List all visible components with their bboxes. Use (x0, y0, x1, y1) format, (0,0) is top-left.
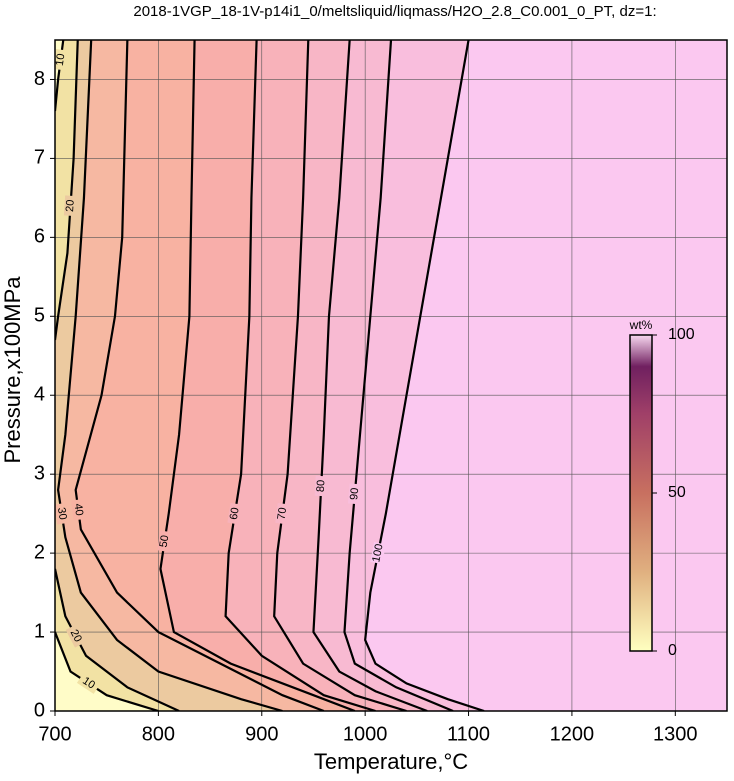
contour-label: 10 (54, 53, 67, 67)
plot-frame (54, 39, 728, 712)
contour-label-bg (63, 195, 78, 217)
contour-line (364, 40, 485, 711)
contour-label-bg (55, 49, 68, 71)
contour-line (74, 40, 325, 711)
plot-area: 10 10 20 20 30 40 50 60 70 80 90 100 (54, 40, 727, 711)
colorbar (629, 334, 653, 652)
overlay: 700 800 900 1000 1100 1200 1300 0 1 2 3 4 5 6 7 8 wt% 0 50… (34, 39, 728, 745)
contour-label: 30 (55, 507, 69, 521)
contour-label-bg (227, 502, 243, 525)
contour-label: 70 (276, 507, 289, 521)
y-tick-label: 0 (34, 699, 45, 721)
contour-label: 60 (228, 507, 242, 521)
contour-fill (55, 40, 727, 711)
contour-label: 20 (68, 628, 84, 644)
contour-label-bg (275, 502, 290, 525)
y-tick-label: 1 (34, 620, 45, 642)
contour-label-bg (76, 672, 101, 694)
x-tick-label: 1200 (550, 723, 595, 745)
colorbar-label: wt% (629, 318, 653, 332)
contour-label-bg (314, 475, 328, 497)
contour-label: 100 (370, 543, 385, 563)
contour-label-bg (157, 530, 173, 553)
y-tick-label: 3 (34, 462, 45, 484)
x-tick-label: 700 (38, 723, 71, 745)
y-tick-label: 2 (34, 541, 45, 563)
contour-label: 50 (158, 534, 172, 548)
contour-label: 90 (348, 487, 361, 500)
x-tick-label: 1000 (343, 723, 388, 745)
x-tick-label: 800 (142, 723, 175, 745)
x-tick-label: 900 (245, 723, 278, 745)
contour-label: 20 (64, 199, 77, 212)
contour-label-bg (71, 499, 86, 521)
contour-label: 10 (80, 675, 97, 692)
contour-label-bg (55, 502, 70, 525)
contour-line (343, 40, 454, 711)
contour-label: 80 (315, 480, 328, 493)
contour-line (224, 40, 376, 711)
contour-label-bg (347, 483, 362, 505)
colorbar-tick-label: 100 (668, 326, 695, 343)
colorbar-tick-label: 0 (668, 642, 677, 659)
y-tick-label: 6 (34, 226, 45, 248)
contour-line (56, 40, 283, 711)
contour-label-bg (370, 542, 386, 565)
contour-label-bg (65, 624, 86, 648)
chart-title: 2018-1VGP_18-1V-p14i1_0/meltsliquid/liqm… (133, 3, 656, 20)
y-tick-label: 8 (34, 68, 45, 90)
colorbar-tick-label: 50 (668, 484, 686, 501)
contour-line (55, 40, 180, 711)
y-tick-label: 4 (34, 384, 45, 406)
x-tick-label: 1100 (447, 723, 490, 745)
y-axis-label: Pressure,x100MPa (0, 276, 25, 464)
y-tick-label: 7 (34, 147, 45, 169)
contour-label: 40 (72, 503, 85, 517)
x-axis-label: Temperature,°C (314, 749, 468, 774)
x-tick-label: 1300 (653, 723, 698, 745)
contour-line (273, 40, 407, 711)
y-tick-label: 5 (34, 305, 45, 327)
contour-line (312, 40, 428, 711)
